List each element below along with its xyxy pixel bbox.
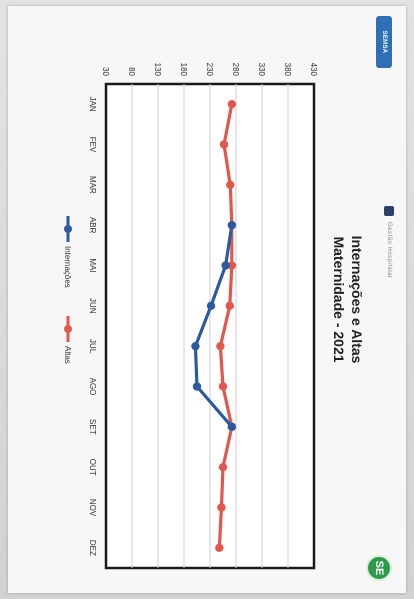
line-chart: 30 80 130 180 230 280 330 380 430 JAN FEV MAR ABR MAI… bbox=[63, 63, 318, 570]
data-point bbox=[221, 261, 230, 270]
y-tick-label: 280 bbox=[231, 63, 240, 77]
series-line bbox=[193, 223, 234, 429]
x-tick-label: MAR bbox=[88, 176, 97, 194]
data-point bbox=[225, 301, 234, 311]
x-tick-label: NOV bbox=[88, 499, 97, 517]
y-tick-label: 130 bbox=[153, 63, 162, 77]
slide: SEMSA Gestão Hospitalar SE Internações e… bbox=[8, 6, 406, 593]
x-tick-label: JAN bbox=[88, 97, 97, 112]
legend-marker bbox=[64, 225, 72, 233]
x-tick-label: JUN bbox=[88, 298, 97, 314]
y-tick-label: 80 bbox=[127, 67, 136, 76]
y-tick-label: 180 bbox=[179, 63, 188, 77]
y-tick-label: 30 bbox=[101, 67, 110, 76]
x-tick-label: ABR bbox=[88, 217, 97, 234]
data-point bbox=[217, 503, 226, 512]
data-point bbox=[227, 422, 237, 432]
x-tick-label: MAI bbox=[88, 258, 97, 272]
data-point bbox=[226, 180, 235, 190]
legend-marker bbox=[64, 325, 72, 333]
data-point bbox=[215, 543, 224, 553]
y-tick-label: 380 bbox=[283, 63, 292, 77]
data-point bbox=[227, 99, 237, 109]
x-tick-label: DEZ bbox=[88, 540, 97, 556]
data-point bbox=[192, 382, 202, 391]
data-point bbox=[227, 261, 237, 270]
data-point bbox=[216, 341, 225, 351]
x-tick-label: SET bbox=[88, 419, 97, 435]
data-point bbox=[191, 341, 200, 351]
series-line bbox=[217, 102, 234, 550]
y-tick-label: 230 bbox=[205, 63, 214, 77]
data-point bbox=[219, 140, 229, 149]
data-point bbox=[218, 462, 228, 472]
data-point bbox=[206, 301, 216, 311]
x-tick-label: AGO bbox=[88, 378, 97, 396]
y-tick-label: 330 bbox=[257, 63, 266, 77]
data-point bbox=[218, 382, 228, 391]
y-tick-label: 430 bbox=[309, 63, 318, 77]
x-tick-label: JUL bbox=[88, 339, 97, 354]
data-point bbox=[227, 220, 237, 230]
x-tick-label: FEV bbox=[88, 137, 97, 153]
legend-label: Internações bbox=[63, 246, 72, 288]
legend-label: Altas bbox=[63, 346, 72, 364]
x-tick-label: OUT bbox=[88, 459, 97, 476]
